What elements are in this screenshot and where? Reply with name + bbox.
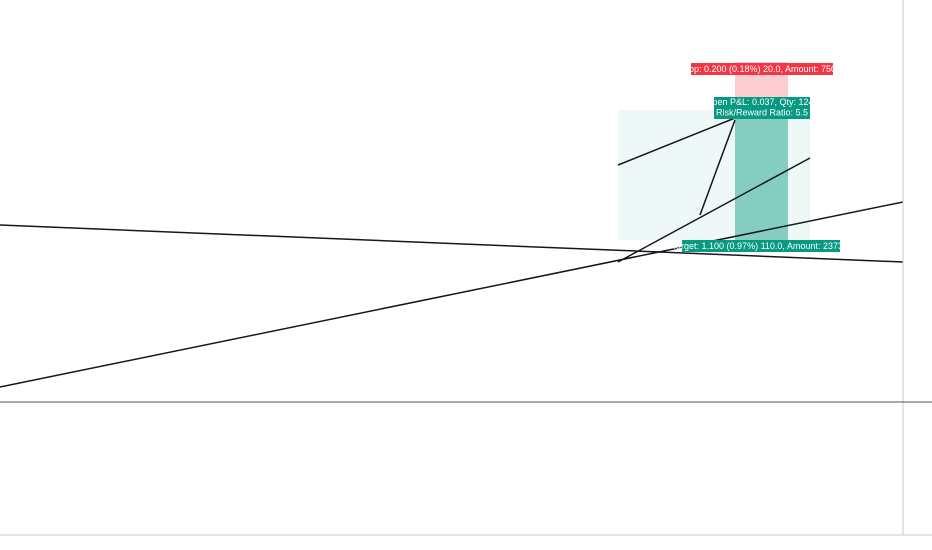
pnl-label: Open P&L: 0.037, Qty: 1249: [705, 97, 818, 107]
target-label-bg: [682, 240, 840, 252]
rr-label: Risk/Reward Ratio: 5.5: [716, 107, 808, 117]
target-label: Target: 1.100 (0.97%) 110.0, Amount: 237…: [672, 241, 851, 251]
stop-label: Stop: 0.200 (0.18%) 20.0, Amount: 750.2: [680, 64, 843, 74]
channel-line: [617, 117, 736, 166]
stop-label-bg: [691, 63, 833, 75]
channel-line: [617, 157, 811, 263]
trend-line: [0, 201, 904, 388]
wedge-line: [699, 119, 736, 216]
pnl-label-bg: [714, 97, 810, 119]
trend-line: [0, 224, 904, 263]
